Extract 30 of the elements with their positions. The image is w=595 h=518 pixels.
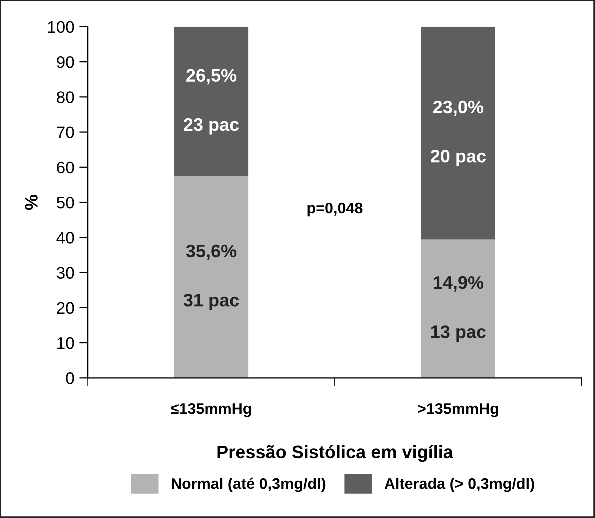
y-tick-label: 40	[56, 232, 74, 244]
bar	[174, 176, 249, 378]
annotation: p=0,048	[308, 202, 363, 217]
annotation: 23,0%	[433, 100, 484, 116]
y-tick-label: 80	[57, 92, 74, 104]
annotation: 20 pac	[430, 150, 486, 166]
x-tick-label: >135mmHg	[418, 403, 498, 418]
bar	[421, 240, 496, 378]
y-tick-label: 30	[56, 267, 74, 279]
annotation: 26,5%	[186, 69, 237, 85]
y-tick-label: 60	[57, 162, 74, 174]
y-tick-label: 50	[56, 196, 74, 209]
y-tick-label: 20	[57, 302, 74, 314]
x-tick-label: ≤135mmHg	[171, 403, 252, 418]
y-tick-label: 0	[66, 372, 74, 384]
annotation: 13 pac	[431, 326, 486, 342]
x-axis-title: Pressão Sistólica em vigília	[218, 445, 454, 462]
y-tick-label: 10	[58, 337, 74, 350]
y-tick-label: 70	[57, 126, 74, 138]
annotation: 31 pac	[184, 294, 240, 310]
annotation: 14,9%	[434, 276, 484, 292]
annotation: 23 pac	[184, 118, 240, 135]
legend-label: Alterada (> 0,3mg/dl)	[384, 478, 534, 492]
y-tick-label: 100	[48, 21, 74, 34]
annotation: 35,6%	[186, 244, 237, 260]
bar	[174, 26, 249, 177]
bar	[421, 26, 496, 240]
y-axis-title: %	[25, 194, 38, 210]
legend-label: Normal (até 0,3mg/dl)	[172, 478, 326, 492]
y-tick-label: 90	[57, 56, 74, 68]
